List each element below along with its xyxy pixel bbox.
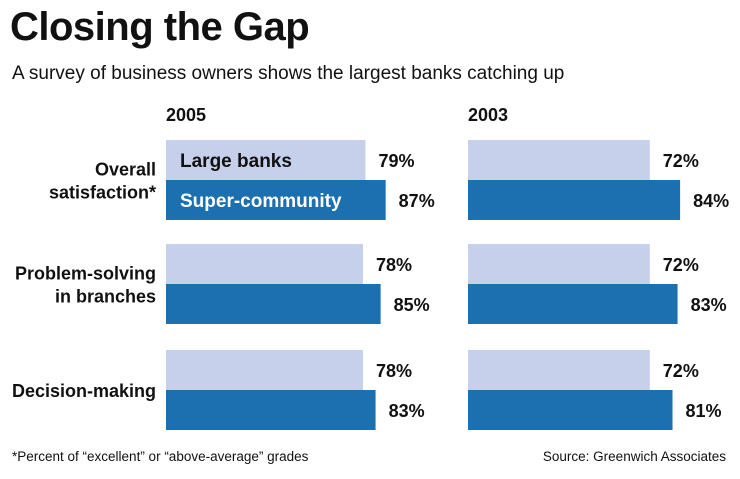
- bar-super-community: [468, 284, 678, 324]
- bar-large-banks: [468, 244, 650, 284]
- bar-super-community: [166, 390, 376, 430]
- data-label: 78%: [376, 255, 412, 275]
- data-label: 79%: [378, 151, 414, 171]
- legend-label-super-community: Super-community: [180, 191, 342, 212]
- bar-large-banks: [166, 350, 363, 390]
- category-label: Problem-solving: [15, 264, 156, 284]
- data-label: 84%: [693, 191, 729, 211]
- data-label: 72%: [663, 151, 699, 171]
- data-label: 87%: [399, 191, 435, 211]
- bar-super-community: [166, 180, 386, 220]
- data-label: 81%: [686, 401, 722, 421]
- legend-label-large-banks: Large banks: [180, 151, 292, 172]
- source-note: Source: Greenwich Associates: [542, 449, 726, 464]
- bar-large-banks: [468, 140, 650, 180]
- bar-super-community: [468, 390, 673, 430]
- data-label: 72%: [663, 361, 699, 381]
- footnote: *Percent of “excellent” or “above-averag…: [12, 449, 309, 464]
- panel-year-label: 2003: [468, 105, 508, 125]
- category-label: in branches: [55, 287, 156, 307]
- data-label: 72%: [663, 255, 699, 275]
- data-label: 83%: [691, 295, 727, 315]
- chart-title: Closing the Gap: [10, 5, 310, 49]
- bar-super-community: [468, 180, 681, 220]
- bar-large-banks: [166, 140, 366, 180]
- category-label: Decision-making: [12, 381, 156, 401]
- category-label: Overall: [95, 160, 156, 180]
- data-label: 78%: [376, 361, 412, 381]
- bar-large-banks: [166, 244, 363, 284]
- category-label: satisfaction*: [49, 183, 156, 203]
- bar-large-banks: [468, 350, 650, 390]
- data-label: 85%: [394, 295, 430, 315]
- chart-subtitle: A survey of business owners shows the la…: [12, 63, 565, 84]
- bar-super-community: [166, 284, 381, 324]
- panel-year-label: 2005: [166, 105, 206, 125]
- data-label: 83%: [389, 401, 425, 421]
